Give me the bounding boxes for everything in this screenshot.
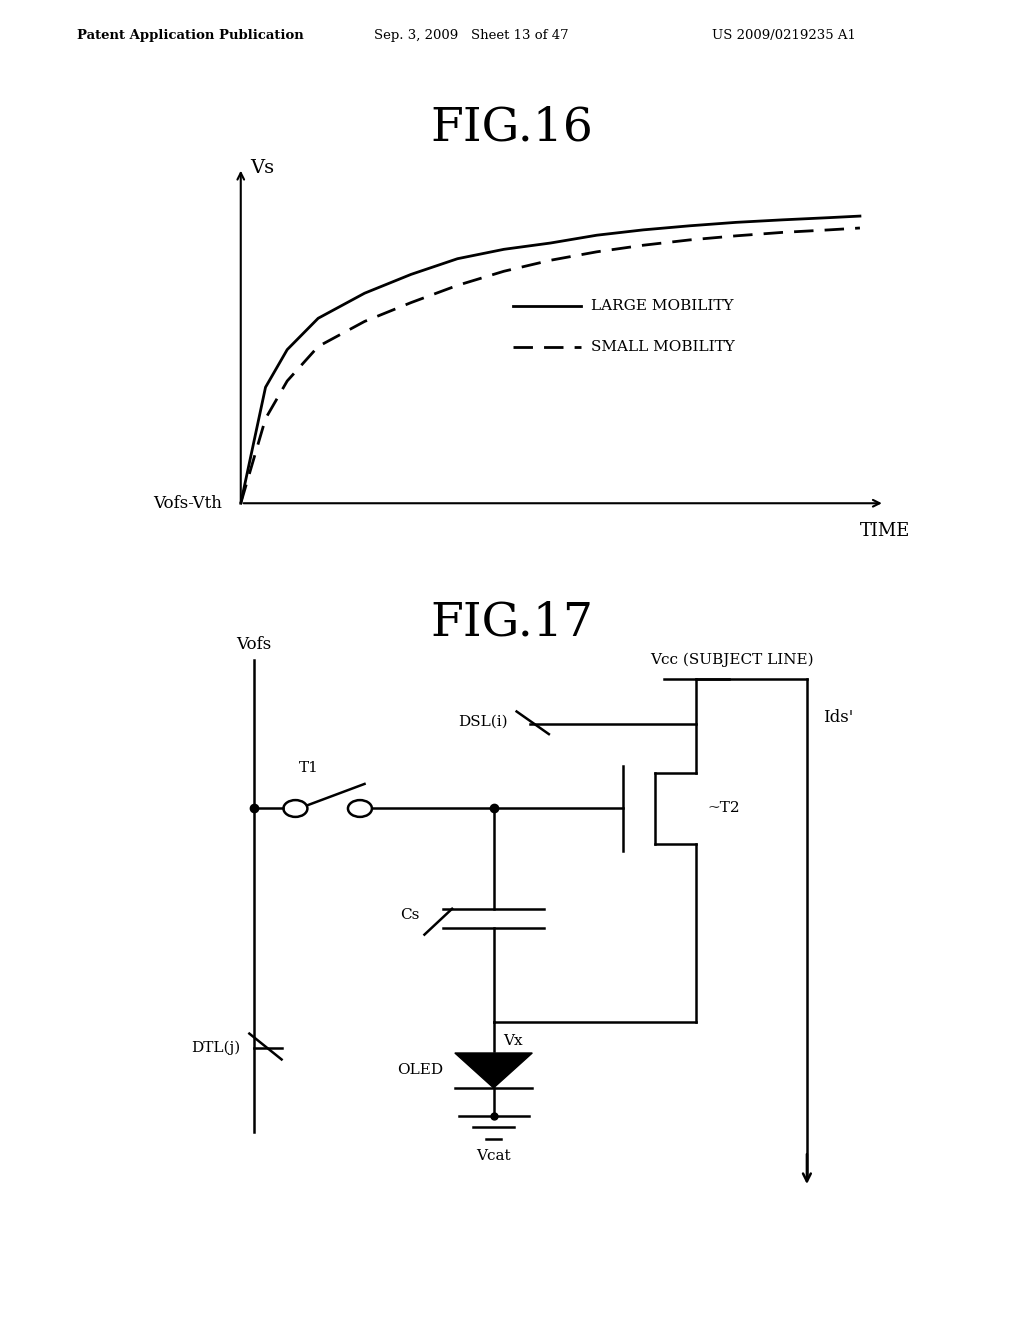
Text: Sep. 3, 2009   Sheet 13 of 47: Sep. 3, 2009 Sheet 13 of 47	[374, 29, 568, 42]
Text: Ids': Ids'	[823, 709, 854, 726]
Text: FIG.16: FIG.16	[430, 106, 594, 150]
Text: Vcat: Vcat	[476, 1150, 511, 1163]
Text: Vofs: Vofs	[237, 636, 271, 653]
Polygon shape	[455, 1053, 532, 1088]
Text: Cs: Cs	[400, 908, 420, 923]
Text: T1: T1	[299, 760, 319, 775]
Text: Vcc (SUBJECT LINE): Vcc (SUBJECT LINE)	[650, 653, 814, 668]
Text: OLED: OLED	[396, 1064, 443, 1077]
Text: ~T2: ~T2	[708, 801, 740, 816]
Text: Vx: Vx	[503, 1034, 522, 1048]
Text: FIG.17: FIG.17	[430, 601, 594, 645]
Text: TIME: TIME	[859, 523, 910, 540]
Text: DTL(j): DTL(j)	[190, 1040, 241, 1055]
Text: Vofs-Vth: Vofs-Vth	[154, 495, 222, 512]
Text: US 2009/0219235 A1: US 2009/0219235 A1	[712, 29, 856, 42]
Text: SMALL MOBILITY: SMALL MOBILITY	[591, 339, 734, 354]
Text: DSL(i): DSL(i)	[458, 714, 508, 729]
Text: Vs: Vs	[250, 158, 274, 177]
Text: Patent Application Publication: Patent Application Publication	[77, 29, 303, 42]
Text: LARGE MOBILITY: LARGE MOBILITY	[591, 298, 733, 313]
